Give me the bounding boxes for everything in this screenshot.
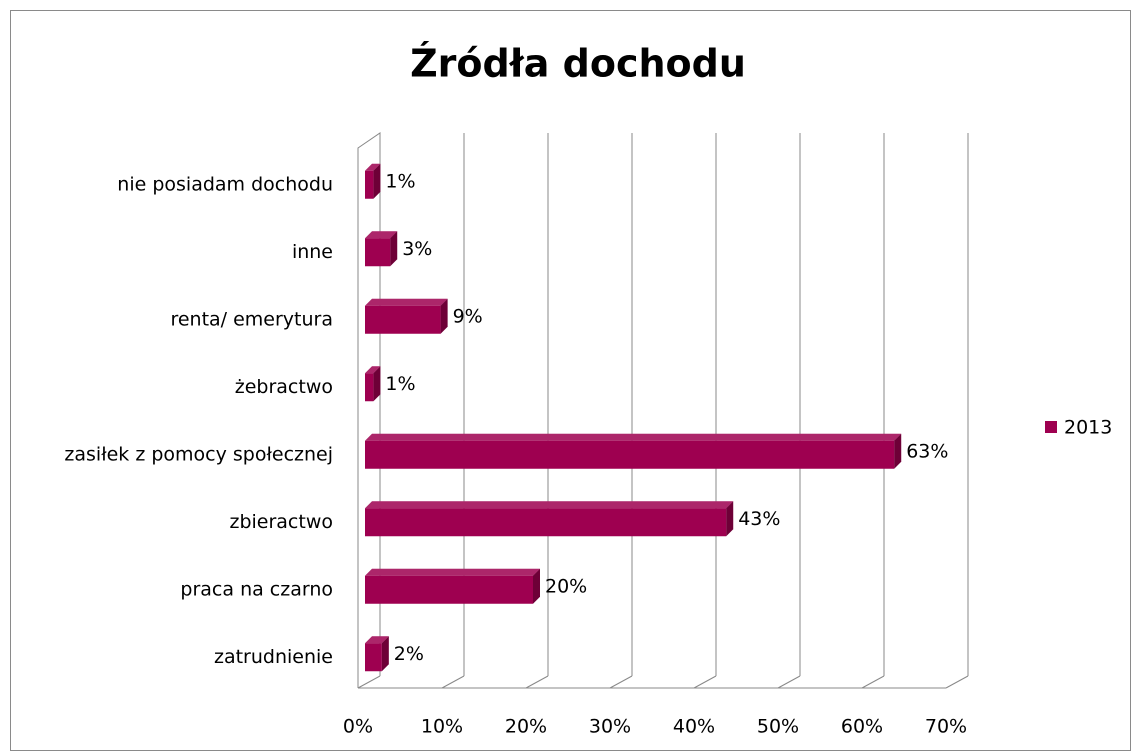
- floor-line: [609, 675, 633, 689]
- bar: [365, 305, 441, 334]
- bar-top: [365, 163, 381, 171]
- bar: [365, 643, 382, 672]
- bar-top: [365, 366, 381, 374]
- bar: [365, 373, 374, 402]
- floor-line: [525, 675, 549, 689]
- data-label: 43%: [738, 508, 780, 530]
- x-tick-label: 70%: [925, 716, 967, 738]
- x-tick-label: 60%: [841, 716, 883, 738]
- bar-side: [894, 433, 902, 469]
- bar: [365, 508, 727, 537]
- floor-line: [441, 675, 465, 689]
- data-label: 1%: [385, 170, 415, 192]
- bar-top-shade: [365, 568, 540, 576]
- bar-top: [365, 636, 389, 644]
- data-label: 20%: [545, 575, 587, 597]
- bar-side-shade: [726, 501, 734, 537]
- floor-line: [945, 675, 969, 689]
- data-label: 3%: [402, 238, 432, 260]
- bar-top: [365, 568, 540, 576]
- bar-top-shade: [365, 636, 389, 644]
- y-tick-label: zatrudnienie: [214, 646, 333, 668]
- bar-side-shade: [533, 568, 540, 604]
- floor-line: [357, 675, 381, 689]
- y-tick-label: zbieractwo: [229, 511, 333, 533]
- legend-label: 2013: [1064, 417, 1112, 439]
- bar-side: [726, 501, 734, 537]
- x-tick-label: 10%: [421, 716, 463, 738]
- data-label: 1%: [385, 373, 415, 395]
- data-label: 63%: [906, 440, 948, 462]
- legend-swatch: [1045, 421, 1057, 433]
- x-tick-label: 40%: [673, 716, 715, 738]
- bar-top-shade: [365, 366, 381, 374]
- x-tick-label: 0%: [343, 716, 373, 738]
- bar-side-shade: [381, 636, 389, 672]
- bar-side: [381, 636, 389, 672]
- bar-side: [390, 231, 398, 267]
- bar-top-shade: [365, 231, 398, 239]
- bar-side: [533, 568, 540, 604]
- bar-side: [373, 366, 381, 402]
- bar-top: [365, 231, 398, 239]
- bar: [365, 170, 374, 199]
- x-tick-label: 30%: [589, 716, 631, 738]
- data-label: 2%: [394, 643, 424, 665]
- y-tick-label: nie posiadam dochodu: [117, 173, 333, 195]
- bar-side: [373, 163, 381, 199]
- x-tick-label: 50%: [757, 716, 799, 738]
- y-tick-label: żebractwo: [235, 376, 333, 398]
- y-tick-label: zasiłek z pomocy społecznej: [64, 443, 333, 465]
- y-tick-label: inne: [292, 241, 333, 263]
- bar-side: [440, 298, 448, 334]
- y-tick-label: renta/ emerytura: [170, 308, 333, 330]
- bar-top-shade: [365, 163, 381, 171]
- bar: [365, 440, 895, 469]
- bar-side-shade: [390, 231, 398, 267]
- bar-top-shade: [365, 501, 734, 509]
- bar-top: [365, 298, 448, 306]
- chart-title: Źródła dochodu: [410, 42, 746, 86]
- bar: [365, 238, 391, 267]
- chart-frame: [10, 10, 1131, 751]
- y-tick-label: praca na czarno: [180, 578, 333, 600]
- floor-line: [777, 675, 801, 689]
- bar-top: [365, 433, 902, 441]
- bar-side-shade: [373, 366, 381, 402]
- floor-line: [861, 675, 885, 689]
- bar-side-shade: [373, 163, 381, 199]
- data-label: 9%: [453, 305, 483, 327]
- bar-top-shade: [365, 298, 448, 306]
- bar-side-shade: [894, 433, 902, 469]
- bar-top-shade: [365, 433, 902, 441]
- floor-line: [693, 675, 717, 689]
- x-tick-label: 20%: [505, 716, 547, 738]
- bar-side-shade: [440, 298, 448, 334]
- bar-top: [365, 501, 734, 509]
- bar: [365, 575, 533, 604]
